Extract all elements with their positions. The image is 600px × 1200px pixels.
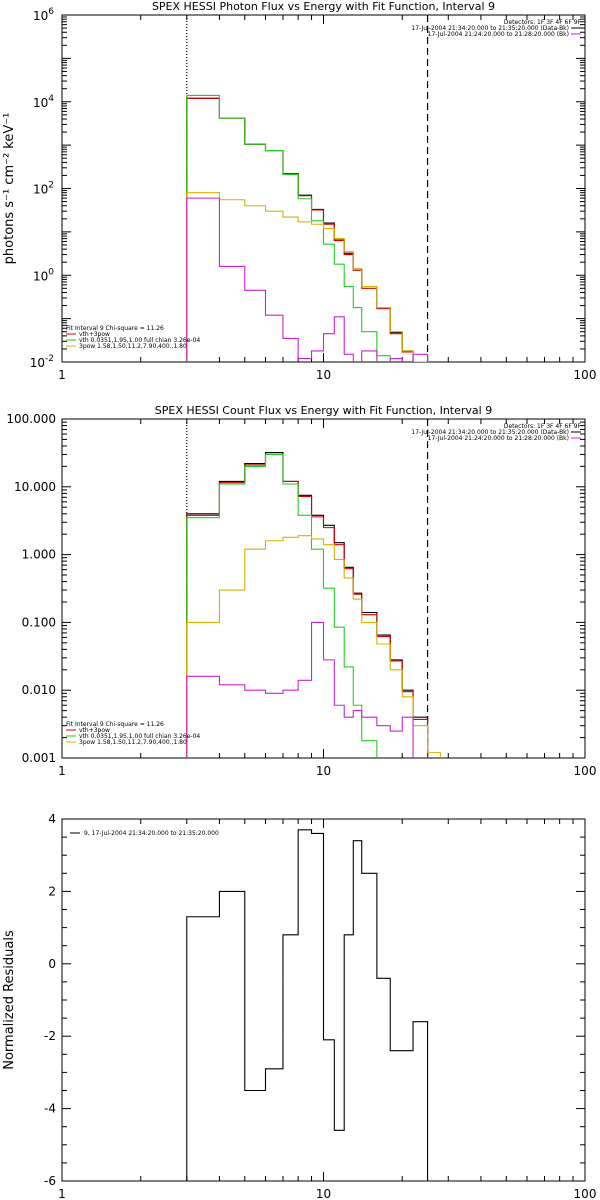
y-tick-label: -2: [44, 1029, 56, 1043]
y-tick-label: 106: [33, 7, 54, 23]
fit-legend-text: 3pow 1.58,1.50,11.2,7.90,400.,1.80: [79, 343, 187, 350]
x-tick-label: 100: [574, 764, 597, 778]
series-data: [186, 97, 429, 362]
series-vth: [186, 94, 391, 362]
legend-text: 17-Jul-2004 21:34:20.000 to 21:35:20.000…: [411, 429, 569, 436]
x-tick-label: 1: [58, 1187, 66, 1200]
chart-title: SPEX HESSI Count Flux vs Energy with Fit…: [155, 404, 492, 417]
legend-text: Detectors: 1F 3F 4F 6F 9F: [504, 423, 582, 430]
y-tick-label: 104: [33, 94, 54, 110]
plot-frame: [61, 14, 586, 363]
y-tick-label: 102: [33, 181, 54, 197]
fit-legend-text: vth+3pow: [79, 331, 110, 338]
y-tick-label: 1.000: [22, 548, 56, 562]
legend-text: 17-Jul-2004 21:24:20.000 to 21:28:20.000…: [428, 31, 569, 38]
x-tick-label: 100: [574, 368, 597, 382]
y-tick-label: 4: [48, 812, 56, 826]
fit-legend-text: Fit Interval 9 Chi-square = 11.26: [66, 325, 164, 332]
y-axis-label: Normalized Residuals: [2, 930, 17, 1070]
legend-text: 17-Jul-2004 21:34:20.000 to 21:35:20.000…: [411, 25, 569, 32]
fit-legend-text: 3pow 1.58,1.50,11.2,7.90,400.,1.80: [79, 739, 187, 746]
residuals-chart: 1 10 100 -6 -4 -2 0 2 4 Normalized Residuals 9, 17…: [2, 812, 597, 1200]
series-vth: [186, 453, 378, 758]
y-tick-label: 100.000: [6, 412, 56, 426]
y-tick-label: 0.010: [22, 683, 56, 697]
fit-legend-text: vth 0.0351,1.95,1.00 full chian 3.26e-04: [79, 733, 200, 740]
y-tick-label: -6: [44, 1174, 56, 1188]
series-vth-3pow: [186, 453, 429, 758]
y-tick-label: 10-2: [30, 354, 54, 370]
plot-area: [186, 419, 441, 758]
series-vth-3pow: [186, 97, 414, 362]
x-tick-label: 10: [316, 1187, 331, 1200]
y-tick-label: 2: [48, 884, 56, 898]
y-tick-label: 0.100: [22, 615, 56, 629]
legend-text: 9, 17-Jul-2004 21:34:20.000 to 21:35:20.…: [84, 830, 219, 837]
y-tick-label: 0: [48, 957, 56, 971]
y-tick-label: 0.001: [22, 751, 56, 765]
y-tick-label: -4: [44, 1102, 56, 1116]
legend-text: Detectors: 1F 3F 4F 6F 9F: [504, 19, 582, 26]
x-tick-label: 10: [316, 764, 331, 778]
y-tick-label: 10.000: [14, 480, 56, 494]
plot-area: [186, 829, 429, 1181]
x-tick-label: 1: [58, 764, 66, 778]
series-data: [186, 452, 429, 758]
series-3pow: [186, 535, 441, 758]
series-bkg: [186, 621, 414, 758]
x-tick-label: 100: [574, 1187, 597, 1200]
x-tick-label: 10: [316, 368, 331, 382]
series-9-17-jul-2004-21-34-20-000-to-21-35-20-000: [186, 829, 429, 1181]
legend-text: 17-Jul-2004 21:24:20.000 to 21:28:20.000…: [428, 435, 569, 442]
chart-title: SPEX HESSI Photon Flux vs Energy with Fi…: [152, 0, 495, 13]
y-axis-label: photons s⁻¹ cm⁻² keV⁻¹: [2, 113, 17, 265]
x-tick-label: 1: [58, 368, 66, 382]
fit-legend-text: vth+3pow: [79, 727, 110, 734]
count-flux-chart: SPEX HESSI Count Flux vs Energy with Fit…: [6, 404, 597, 778]
photon-flux-chart: SPEX HESSI Photon Flux vs Energy with Fi…: [2, 0, 597, 382]
plot-area: [186, 15, 429, 362]
fit-legend-text: Fit Interval 9 Chi-square = 11.26: [66, 721, 164, 728]
fit-legend-text: vth 0.0351,1.95,1.00 full chian 3.26e-04: [79, 337, 200, 344]
series-3pow: [186, 192, 429, 362]
series-bkg: [186, 197, 429, 362]
y-tick-label: 100: [33, 267, 54, 283]
